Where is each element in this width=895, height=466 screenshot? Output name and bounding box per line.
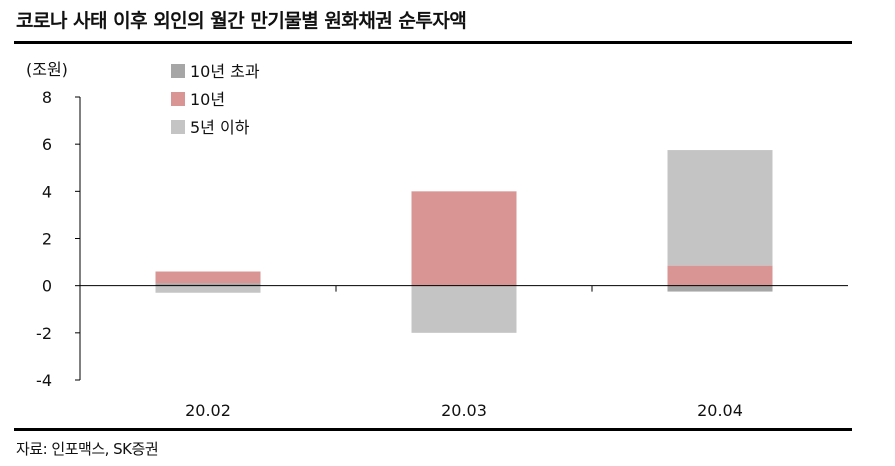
legend-swatch-0 (171, 64, 185, 78)
legend-label-1: 10년 (190, 90, 225, 109)
title-rule (14, 41, 852, 44)
bar-20.04-series-0 (667, 285, 773, 292)
y-tick-label: -2 (36, 324, 52, 343)
legend-label-0: 10년 초과 (190, 62, 260, 81)
x-tick-label: 20.02 (185, 401, 231, 420)
y-tick-label: 6 (42, 135, 52, 154)
legend-swatch-2 (171, 120, 185, 134)
bar-20.02-series-1 (155, 271, 261, 284)
legend: 10년 초과 10년 5년 이하 (171, 62, 260, 137)
legend-label-2: 5년 이하 (190, 118, 250, 137)
bar-20.04-series-2 (667, 150, 773, 266)
legend-swatch-1 (171, 92, 185, 106)
bar-20.02-series-0 (155, 283, 261, 286)
bar-20.03-series-2 (411, 285, 517, 333)
y-tick-label: 4 (42, 182, 52, 201)
y-unit-label: (조원) (26, 60, 68, 79)
chart-title: 코로나 사태 이후 외인의 월간 만기물별 원화채권 순투자액 (16, 10, 467, 32)
labels-layer: -4 -2 0 2 4 6 8 20.02 20.03 20.04 (조원) (26, 60, 743, 420)
y-tick-label: 8 (42, 88, 52, 107)
y-tick-label: 2 (42, 230, 52, 249)
footer-rule (14, 428, 852, 431)
bar-20.04-series-1 (667, 265, 773, 286)
x-tick-label: 20.04 (697, 401, 743, 420)
y-tick-label: 0 (42, 277, 52, 296)
x-tick-label: 20.03 (441, 401, 487, 420)
y-tick-label: -4 (36, 371, 52, 390)
bars-layer (155, 150, 773, 333)
bar-20.03-series-1 (411, 191, 517, 286)
axes-layer (75, 96, 848, 381)
source-note: 자료: 인포맥스, SK증권 (16, 440, 159, 458)
bar-20.02-series-2 (155, 285, 261, 293)
